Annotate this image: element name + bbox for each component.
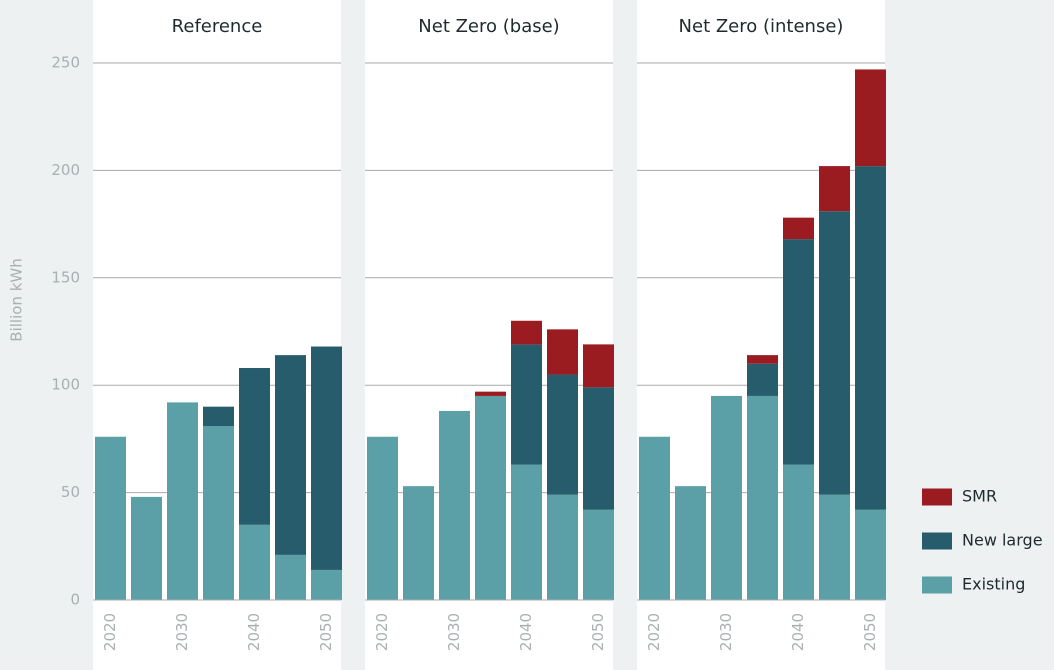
y-tick-label: 200	[51, 161, 80, 179]
bar-segment	[783, 239, 814, 465]
x-tick-label: 2030	[445, 613, 463, 651]
x-tick-label: 2050	[589, 613, 607, 651]
bar-segment	[475, 391, 506, 396]
bar-segment	[583, 387, 614, 510]
bar-segment	[203, 406, 234, 427]
y-axis-label: Billion kWh	[8, 258, 26, 341]
bar-segment	[783, 217, 814, 240]
x-tick-label: 2050	[317, 613, 335, 651]
bar-segment	[583, 344, 614, 388]
x-tick-label: 2040	[517, 613, 535, 651]
bar-segment	[819, 494, 850, 600]
bar-segment	[783, 464, 814, 600]
bar-segment	[747, 355, 778, 364]
bar-segment	[855, 166, 886, 510]
x-tick-label: 2020	[101, 613, 119, 651]
x-tick-label: 2020	[373, 613, 391, 651]
bar-segment	[239, 368, 270, 525]
bar-segment	[511, 320, 542, 345]
y-tick-label: 100	[51, 376, 80, 394]
legend-label: Existing	[962, 575, 1025, 594]
bar-segment	[747, 395, 778, 600]
bar-segment	[403, 486, 434, 600]
bar-segment	[203, 426, 234, 600]
x-tick-label: 2020	[645, 613, 663, 651]
bar-segment	[475, 395, 506, 600]
x-tick-label: 2030	[717, 613, 735, 651]
legend-label: New large	[962, 531, 1043, 550]
bar-segment	[275, 355, 306, 555]
bar-segment	[311, 346, 342, 570]
legend-swatch	[922, 532, 952, 550]
legend-swatch	[922, 488, 952, 506]
x-tick-label: 2040	[789, 613, 807, 651]
bar-segment	[855, 509, 886, 600]
y-tick-label: 150	[51, 268, 80, 286]
x-tick-label: 2050	[861, 613, 879, 651]
y-tick-label: 50	[61, 483, 80, 501]
bar-segment	[367, 436, 398, 600]
bar-segment	[511, 464, 542, 600]
bar-segment	[675, 486, 706, 600]
panel-title: Net Zero (intense)	[679, 16, 844, 37]
bar-segment	[167, 402, 198, 600]
bar-segment	[819, 166, 850, 212]
bar-segment	[131, 496, 162, 600]
bar-segment	[275, 554, 306, 600]
y-tick-label: 250	[51, 54, 80, 72]
bar-segment	[547, 494, 578, 600]
legend-swatch	[922, 576, 952, 594]
bar-segment	[711, 395, 742, 600]
bar-segment	[311, 569, 342, 600]
bar-segment	[747, 363, 778, 396]
x-tick-label: 2030	[173, 613, 191, 651]
bar-segment	[547, 374, 578, 495]
bar-segment	[239, 524, 270, 600]
bar-segment	[819, 211, 850, 495]
panel-title: Reference	[172, 16, 263, 37]
bar-segment	[547, 329, 578, 375]
y-tick-label: 0	[70, 591, 80, 609]
bar-segment	[583, 509, 614, 600]
x-tick-label: 2040	[245, 613, 263, 651]
bar-segment	[439, 410, 470, 600]
bar-segment	[639, 436, 670, 600]
bar-segment	[511, 344, 542, 465]
bar-segment	[855, 69, 886, 167]
legend-label: SMR	[962, 487, 997, 506]
panel-title: Net Zero (base)	[418, 16, 559, 37]
bar-segment	[95, 436, 126, 600]
